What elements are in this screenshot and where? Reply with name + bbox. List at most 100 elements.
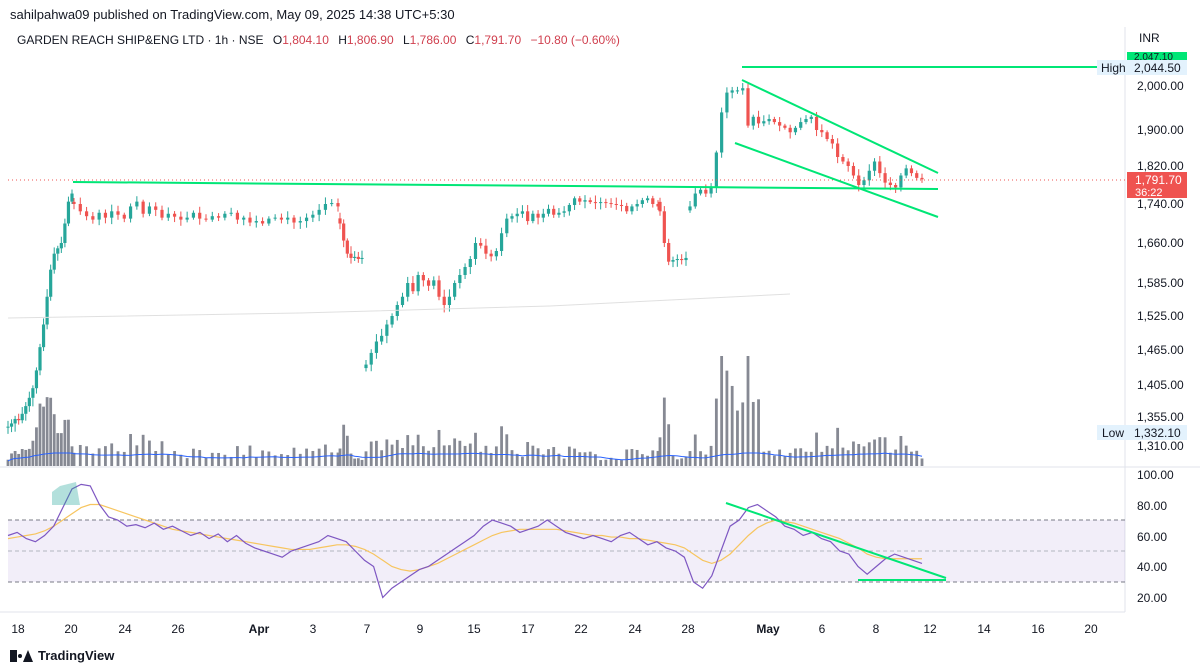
time-tick: 20 <box>64 622 78 636</box>
volume-bar <box>604 459 608 466</box>
flag-upper-trendline[interactable] <box>741 79 939 174</box>
candle-body <box>468 259 472 267</box>
volume-bar <box>720 356 724 466</box>
support-trendline[interactable] <box>72 181 939 190</box>
candle-body <box>45 296 49 325</box>
candle-body <box>385 324 389 336</box>
high-partial-badge <box>1127 52 1187 61</box>
candle-body <box>286 217 290 220</box>
flag-lower-trendline[interactable] <box>734 142 939 218</box>
volume-bar <box>432 447 436 466</box>
candle-body <box>730 90 734 93</box>
candle-body <box>788 127 792 133</box>
candle-body <box>84 211 89 217</box>
candle-body <box>273 217 277 219</box>
volume-bar <box>614 459 618 466</box>
candle-body <box>709 187 713 194</box>
rsi-upper-trendline[interactable] <box>725 502 947 579</box>
volume-bar <box>783 456 787 466</box>
volume-bar <box>31 440 35 466</box>
volume-bar <box>173 451 176 466</box>
candle-body <box>883 173 887 183</box>
candle-body <box>604 202 608 204</box>
high-partial-value: 2,047.10 <box>1134 52 1173 63</box>
price-tick: 1,820.00 <box>1137 159 1184 173</box>
candle-body <box>453 283 457 297</box>
volume-bar <box>888 452 892 466</box>
volume-bar <box>825 445 829 466</box>
volume-bar <box>630 449 634 466</box>
volume-bar <box>349 453 353 466</box>
candle-body <box>572 198 577 205</box>
candle-body <box>562 211 566 213</box>
volume-bar <box>286 455 290 466</box>
volume-bar <box>353 458 357 466</box>
volume-bar <box>42 406 45 466</box>
tradingview-logo-icon <box>10 649 33 662</box>
volume-bar <box>385 439 389 466</box>
candle-body <box>17 418 21 421</box>
time-tick: 14 <box>977 622 991 636</box>
time-tick: 12 <box>923 622 937 636</box>
candle-body <box>593 202 598 204</box>
volume-bar <box>72 452 76 466</box>
volume-bar <box>658 437 662 466</box>
high-marker-label: High <box>1101 61 1126 75</box>
volume-bar <box>599 460 603 466</box>
volume-bar <box>479 451 483 466</box>
candle-body <box>515 213 519 217</box>
candle-body <box>809 116 813 119</box>
candle-body <box>583 200 587 202</box>
volume-bar <box>356 458 360 466</box>
currency-label: INR <box>1139 31 1160 45</box>
candle-body <box>762 121 766 124</box>
volume-bar <box>762 451 766 466</box>
candle-body <box>110 211 114 218</box>
price-tick: 1,525.00 <box>1137 309 1184 323</box>
volume-bar <box>688 451 692 466</box>
volume-bar <box>52 414 56 466</box>
candle-body <box>147 206 152 214</box>
time-tick: 24 <box>628 622 642 636</box>
candle-body <box>767 119 771 122</box>
volume-bar <box>836 427 840 466</box>
candle-body <box>166 213 170 218</box>
volume-bar <box>640 454 644 466</box>
candle-body <box>160 209 164 218</box>
volume-bar <box>248 445 252 466</box>
footer-brand[interactable]: TradingView <box>10 648 114 663</box>
volume-bar <box>505 434 509 466</box>
candle-body <box>342 223 346 241</box>
candle-body <box>458 275 462 283</box>
candle-body <box>91 216 95 220</box>
volume-bar <box>148 440 151 466</box>
volume-bar <box>772 455 776 466</box>
candle-body <box>191 212 196 218</box>
volume-bar <box>416 434 420 466</box>
footer-brand-label: TradingView <box>38 648 115 663</box>
candle-body <box>814 116 819 130</box>
candle-body <box>279 217 284 220</box>
candle-body <box>210 216 214 220</box>
candle-body <box>66 201 71 224</box>
candle-body <box>675 259 679 261</box>
volume-bar <box>267 451 271 466</box>
candle-body <box>520 211 525 214</box>
candle-body <box>9 423 14 427</box>
volume-bar <box>862 446 866 466</box>
volume-bar <box>360 459 364 466</box>
candle-body <box>311 214 315 218</box>
candle-body <box>292 217 296 223</box>
volume-bar <box>204 457 208 466</box>
volume-bar <box>292 447 296 466</box>
candle-body <box>38 347 42 371</box>
time-axis-labels: 18 20 24 26 Apr 3 7 9 15 17 22 24 28 May… <box>11 622 1098 636</box>
volume-bar <box>878 437 882 466</box>
time-tick: 16 <box>1031 622 1045 636</box>
price-tick: 1,585.00 <box>1137 276 1184 290</box>
volume-bar <box>552 447 556 466</box>
candle-body <box>720 112 724 153</box>
volume-bar <box>338 448 342 466</box>
volume-bar <box>857 443 861 466</box>
